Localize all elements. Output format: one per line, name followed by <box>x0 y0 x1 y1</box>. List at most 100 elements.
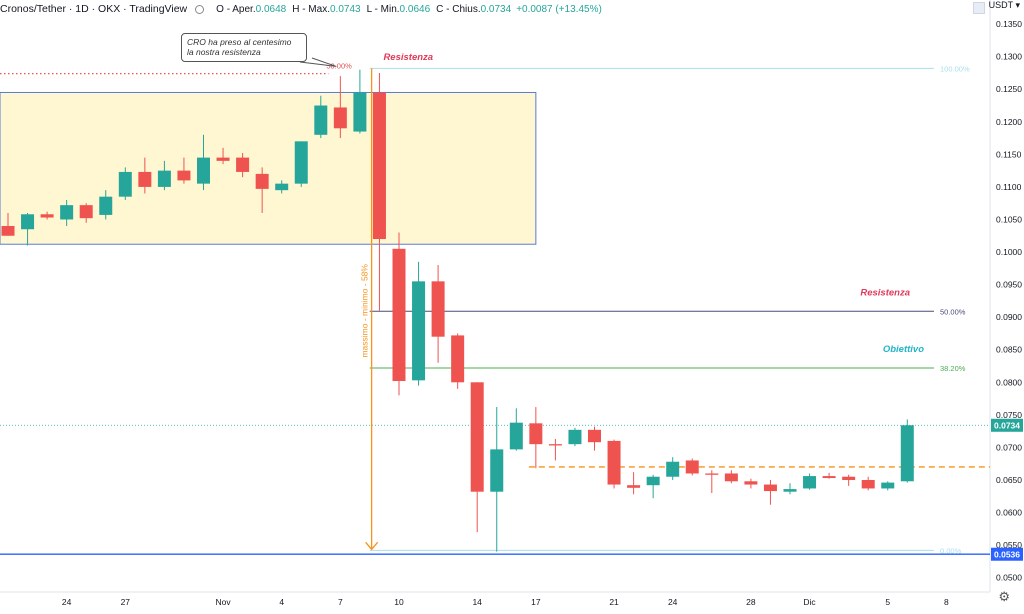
resistance-label-mid: Resistenza <box>860 287 910 298</box>
change-value: +0.0087 (+13.45%) <box>516 3 602 15</box>
currency-label: USDT <box>988 0 1013 10</box>
candle-body <box>333 107 347 129</box>
candle-body <box>157 170 171 187</box>
candle-body <box>588 429 601 443</box>
candle-body <box>861 479 875 489</box>
x-tick-label: 7 <box>338 597 343 607</box>
high-label: H - Max. <box>292 3 330 15</box>
fib-level-label: 100.00% <box>940 64 970 73</box>
candle-body <box>60 205 74 220</box>
x-tick-label: 24 <box>62 597 72 607</box>
fib-level-label: 0.00% <box>940 546 962 555</box>
candle-body <box>1 225 15 236</box>
y-tick-label: 0.1050 <box>996 214 1022 224</box>
candle-body <box>138 171 152 187</box>
low-value: 0.0646 <box>399 3 431 15</box>
candle-body <box>236 157 250 172</box>
price-badge-label: 0.0536 <box>994 549 1020 559</box>
low-label: L - Min. <box>366 3 400 15</box>
y-tick-label: 0.1100 <box>996 182 1022 192</box>
x-tick-label: 10 <box>394 597 404 607</box>
x-tick-label: 8 <box>944 597 949 607</box>
callout-pointer <box>299 57 337 67</box>
compare-button-icon[interactable] <box>973 2 985 14</box>
candle-body <box>548 444 562 446</box>
candle-body <box>822 476 836 479</box>
candle-body <box>763 484 777 492</box>
open-label: O - Aper. <box>216 3 256 15</box>
candle-body <box>529 423 543 445</box>
x-tick-label: 21 <box>609 597 619 607</box>
y-tick-label: 0.1150 <box>996 149 1022 159</box>
fib-level-label: 38.20% <box>940 364 966 373</box>
x-tick-label: 4 <box>279 597 284 607</box>
candle-body <box>314 105 328 135</box>
candle-body <box>118 171 132 197</box>
symbol-title: Cronos/Tether · 1D · OKX · TradingView <box>0 3 188 15</box>
close-value: 0.0734 <box>480 3 512 15</box>
y-tick-label: 0.1000 <box>996 247 1022 257</box>
candle-body <box>783 489 797 492</box>
y-tick-label: 0.0600 <box>996 508 1022 518</box>
settings-gear-icon[interactable]: ⚙ <box>998 589 1010 604</box>
candle-body <box>275 183 289 191</box>
x-tick-label: 17 <box>531 597 541 607</box>
y-tick-label: 0.0550 <box>996 540 1022 550</box>
fib-level-label: 50.00% <box>940 307 966 316</box>
callout-note[interactable]: CRO ha preso al centesimo la nostra resi… <box>181 33 307 62</box>
resistance-zone <box>0 91 537 245</box>
close-label: C - Chius. <box>436 3 481 15</box>
candle-body <box>724 473 738 482</box>
candle-body <box>431 281 445 337</box>
y-tick-label: 0.0500 <box>996 573 1022 583</box>
y-tick-label: 0.0850 <box>996 345 1022 355</box>
open-value: 0.0648 <box>255 3 287 15</box>
x-tick-label: 24 <box>668 597 678 607</box>
candle-body <box>177 170 191 181</box>
candle-body <box>392 248 406 381</box>
candle-body <box>509 422 523 450</box>
candle-body <box>79 205 93 219</box>
candle-body <box>197 157 210 184</box>
y-tick-label: 0.0900 <box>996 312 1022 322</box>
x-tick-label: 5 <box>885 597 890 607</box>
y-tick-label: 0.0750 <box>996 410 1022 420</box>
candle-body <box>705 473 719 475</box>
candle-body <box>568 429 582 445</box>
target-label: Obiettivo <box>883 344 924 355</box>
currency-selector[interactable]: USDT ▾ <box>988 0 1020 10</box>
candle-body <box>646 476 660 486</box>
candle-body <box>744 481 758 485</box>
x-tick-label: Dic <box>803 597 816 607</box>
candle-body <box>216 157 230 161</box>
candle-body <box>353 92 367 132</box>
measure-arrow-head <box>365 541 379 551</box>
candle-body <box>99 196 113 215</box>
legend-header: Cronos/Tether · 1D · OKX · TradingView O… <box>0 0 602 18</box>
candle-body <box>627 485 641 488</box>
candle-body <box>451 335 465 383</box>
candle-body <box>294 141 308 184</box>
x-tick-label: Nov <box>215 597 231 607</box>
y-tick-label: 0.1300 <box>996 52 1022 62</box>
visibility-toggle-icon[interactable] <box>195 4 205 14</box>
x-tick-label: 28 <box>746 597 756 607</box>
candle-body <box>900 425 914 482</box>
x-tick-label: 14 <box>472 597 482 607</box>
candle-body <box>470 382 484 492</box>
x-tick-label: 27 <box>121 597 131 607</box>
price-badge <box>991 418 1023 432</box>
price-badge <box>991 547 1023 561</box>
y-tick-label: 0.0700 <box>996 442 1022 452</box>
y-tick-label: 0.0950 <box>996 280 1022 290</box>
resistance-label-top: Resistenza <box>383 52 433 63</box>
candle-body <box>842 476 856 480</box>
dotted-resistance-label: 50.00% <box>326 62 352 71</box>
callout-line-1: CRO ha preso al centesimo <box>187 37 292 47</box>
measure-arrow-label: massimo - minimo - 58% <box>360 264 370 358</box>
candle-body <box>803 476 817 489</box>
candle-body <box>40 214 54 218</box>
candle-body <box>372 92 386 240</box>
